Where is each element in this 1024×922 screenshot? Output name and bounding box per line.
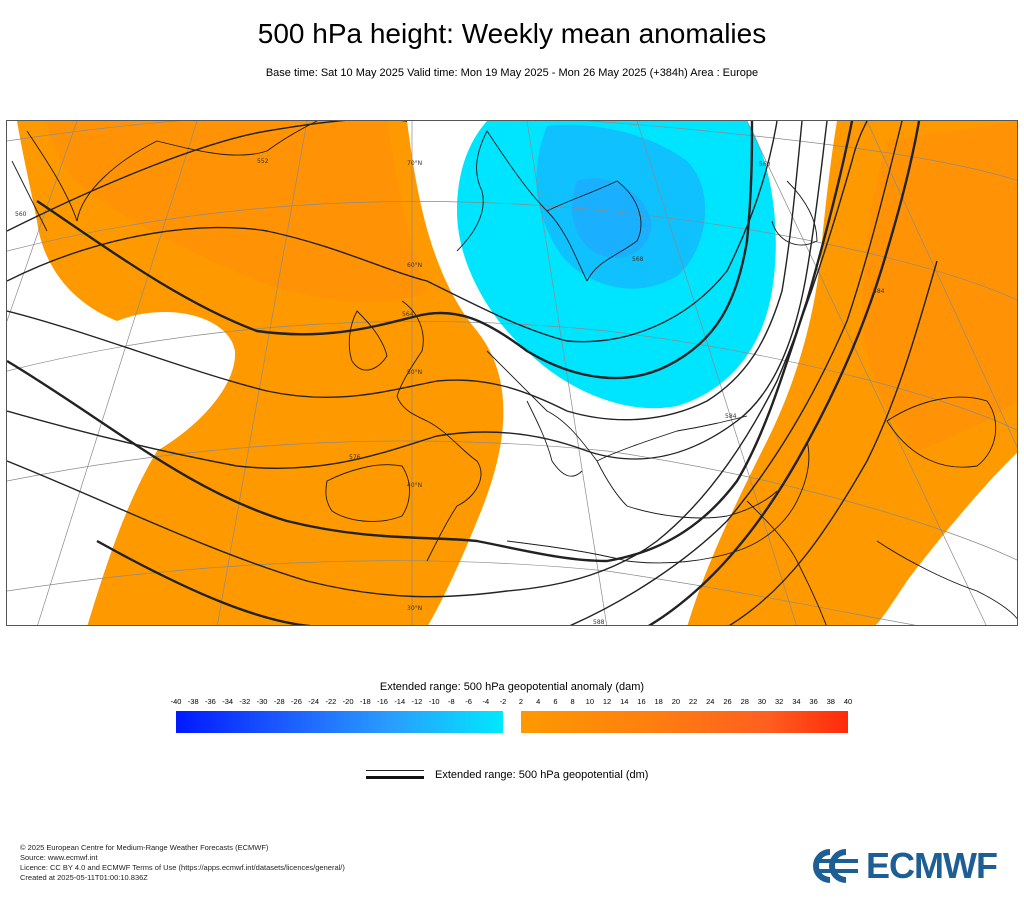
latitude-labels: 70°N 60°N 50°N 40°N 30°N: [407, 160, 422, 612]
contour-label: 568: [632, 256, 644, 263]
contour-labels: 552 560 564 568 576 584 588 560 584: [15, 158, 885, 626]
ecmwf-logo: ECMWF: [812, 846, 1008, 886]
colorbar-tick-label: 36: [809, 697, 818, 706]
colorbar-tick-label: 40: [843, 697, 853, 706]
colorbar-tick-label: -2: [499, 697, 507, 706]
colorbar-tick-label: 8: [570, 697, 575, 706]
colorbar-tick-label: 28: [740, 697, 749, 706]
colorbar-tick-label: -28: [273, 697, 285, 706]
contour-label: 560: [759, 161, 771, 168]
contour-label: 576: [349, 454, 361, 461]
colorbar-tick-label: 22: [688, 697, 698, 706]
contour-label: 584: [873, 288, 885, 295]
colorbar-tick-label: 34: [792, 697, 801, 706]
geopotential-contours: [7, 121, 938, 625]
contour-legend-label: Extended range: 500 hPa geopotential (dm…: [435, 769, 649, 781]
footer-source: Source: www.ecmwf.int: [20, 853, 98, 862]
colorbar-tick-label: -26: [291, 697, 302, 706]
colorbar-tick-label: -4: [482, 697, 490, 706]
coastlines: [11, 121, 1017, 625]
positive-anomaly-core-east: [862, 121, 1017, 451]
map-canvas: 552 560 564 568 576 584 588 560 584 70°N…: [7, 121, 1017, 626]
colorbar-negative: [176, 711, 503, 733]
colorbar-tick-label: -20: [342, 697, 354, 706]
colorbar-tick-label: -40: [170, 697, 182, 706]
colorbar-tick-label: -8: [448, 697, 455, 706]
graticule: [7, 121, 1017, 625]
colorbar-positive: [521, 711, 848, 733]
ecmwf-logo-icon: [813, 849, 858, 883]
colorbar-tick-label: -10: [428, 697, 440, 706]
colorbar-tick-label: -16: [377, 697, 388, 706]
colorbar-tick-label: -6: [465, 697, 472, 706]
colorbar-tick-label: 4: [536, 697, 541, 706]
anomaly-map: 552 560 564 568 576 584 588 560 584 70°N…: [6, 120, 1018, 626]
colorbar-tick-label: 24: [706, 697, 715, 706]
colorbar-tick-label: 6: [553, 697, 558, 706]
lat-label: 70°N: [407, 160, 422, 167]
colorbar-tick-label: 14: [620, 697, 629, 706]
contour-label: 588: [593, 619, 605, 626]
colorbar-tick-label: -24: [308, 697, 320, 706]
colorbar-tick-label: -36: [204, 697, 216, 706]
colorbar-tick-label: -12: [411, 697, 423, 706]
footer-copyright: © 2025 European Centre for Medium-Range …: [20, 843, 269, 852]
colorbar-tick-label: 12: [602, 697, 612, 706]
negative-anomaly-inner: [572, 178, 652, 258]
contour-label: 552: [257, 158, 269, 165]
footer-created: Created at 2025-05-11T01:00:10.836Z: [20, 873, 148, 882]
colorbar-ticks: -40 -38 -36 -34 -32 -30 -28 -26 -24 -22 -20 -18 -16-…: [0, 697, 1024, 709]
colorbar-title: Extended range: 500 hPa geopotential ano…: [379, 681, 645, 693]
lat-label: 30°N: [407, 605, 422, 612]
lat-label: 60°N: [407, 262, 422, 269]
colorbar-tick-label: 10: [585, 697, 594, 706]
colorbar-tick-label: 26: [723, 697, 732, 706]
colorbar-tick-label: 32: [774, 697, 784, 706]
colorbar-tick-label: -32: [239, 697, 251, 706]
colorbar-tick-label: -30: [256, 697, 268, 706]
colorbar-tick-label: -22: [325, 697, 337, 706]
contour-label: 560: [15, 211, 27, 218]
positive-anomaly-core-west: [47, 121, 427, 302]
lat-label: 50°N: [407, 369, 422, 376]
colorbar-tick-label: -18: [359, 697, 371, 706]
contour-legend-line: [366, 769, 424, 781]
contour-label: 564: [402, 311, 414, 318]
colorbar-tick-label: 2: [518, 697, 524, 706]
colorbar-tick-label: 18: [654, 697, 663, 706]
colorbar-tick-label: -38: [187, 697, 199, 706]
footer-credits: © 2025 European Centre for Medium-Range …: [20, 843, 345, 883]
chart-title: 500 hPa height: Weekly mean anomalies: [257, 18, 767, 49]
colorbar-tick-label: -14: [394, 697, 406, 706]
colorbar-tick-label: 38: [826, 697, 835, 706]
lat-label: 40°N: [407, 482, 422, 489]
negative-anomaly-core: [536, 124, 706, 289]
colorbar-tick-label: 30: [757, 697, 767, 706]
colorbar-tick-label: 20: [671, 697, 681, 706]
contour-label: 584: [725, 413, 737, 420]
ecmwf-logo-text: ECMWF: [866, 845, 998, 886]
chart-subtitle: Base time: Sat 10 May 2025 Valid time: M…: [265, 67, 759, 79]
colorbar-tick-label: -34: [222, 697, 234, 706]
footer-licence: Licence: CC BY 4.0 and ECMWF Terms of Us…: [20, 863, 345, 872]
colorbar-tick-label: 16: [637, 697, 646, 706]
